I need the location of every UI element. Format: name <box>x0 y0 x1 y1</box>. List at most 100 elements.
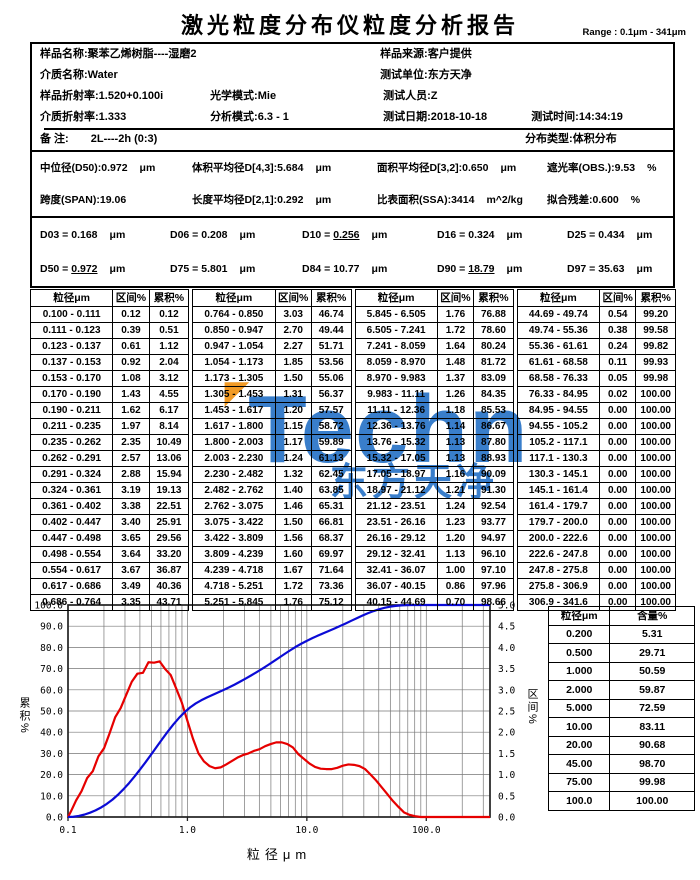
x-axis-title: 粒径μm <box>247 847 311 862</box>
distribution-chart: 0.0 0.0 10.0 0.5 20.0 1.0 30.0 1.5 40.0 2.0 50.0 2.… <box>34 601 515 863</box>
svg-text:10.0: 10.0 <box>40 791 63 802</box>
table-row: 1.800 - 2.003 1.17 59.89 <box>192 434 352 451</box>
table-row: 0.498 - 0.554 3.64 33.20 <box>29 546 190 563</box>
stat-item: 中位径(D50):0.972 μm <box>40 162 156 174</box>
table-header-row: 粒径μm 区间% 累积% <box>516 289 676 307</box>
table-row: 21.12 - 23.51 1.24 92.54 <box>354 498 514 515</box>
table-row: 1.453 - 1.617 1.20 57.57 <box>192 402 352 419</box>
table-row: 8.970 - 9.983 1.37 83.09 <box>354 370 514 387</box>
table-row: 0.324 - 0.361 3.19 19.13 <box>29 482 190 499</box>
table-row: 10.00 83.11 <box>547 717 695 737</box>
d-value-item: D16 = 0.324 μm <box>437 229 523 241</box>
table-row: 0.170 - 0.190 1.43 4.55 <box>29 386 190 403</box>
table-row: 0.361 - 0.402 3.38 22.51 <box>29 498 190 515</box>
table-row: 0.686 - 0.764 3.35 43.71 <box>29 594 190 611</box>
table-row: 0.111 - 0.123 0.39 0.51 <box>29 322 190 339</box>
analysis-mode: 分析模式:6.3 - 1 <box>210 111 289 123</box>
y-axis-ticks: 0.0 0.0 10.0 0.5 20.0 1.0 30.0 1.5 40.0 2.0 50.0 2.… <box>34 601 515 824</box>
stat-item: 体积平均径D[4,3]:5.684 μm <box>192 162 332 174</box>
statistics-section: 中位径(D50):0.972 μm 体积平均径D[4,3]:5.684 μm 面积平均径… <box>32 152 673 218</box>
d-value-item: D75 = 5.801 μm <box>170 263 256 275</box>
table-row: 0.153 - 0.170 1.08 3.12 <box>29 370 190 387</box>
table-row: 36.07 - 40.15 0.86 97.96 <box>354 578 514 595</box>
table-header-row: 粒径μm 含量% <box>547 606 695 626</box>
measurement-range-label: Range : 0.1μm - 341μm <box>582 27 687 38</box>
d-value-item: D25 = 0.434 μm <box>567 229 653 241</box>
test-date: 测试日期:2018-10-18 <box>383 111 488 123</box>
table-row: 0.764 - 0.850 3.03 46.74 <box>192 306 352 323</box>
svg-text:80.0: 80.0 <box>40 643 63 654</box>
table-row: 2.000 59.87 <box>547 680 695 700</box>
page-title: 激光粒度分布仪粒度分析报告 <box>180 13 519 38</box>
medium-refractive-index: 介质折射率:1.333 <box>40 111 127 123</box>
tester: 测试人员:Z <box>383 90 438 102</box>
table-row: 0.617 - 0.686 3.49 40.36 <box>29 578 190 595</box>
table-row: 26.16 - 29.12 1.20 94.97 <box>354 530 514 547</box>
table-row: 40.15 - 44.69 0.70 98.66 <box>354 594 514 611</box>
d-value-item: D97 = 35.63 μm <box>567 263 653 275</box>
svg-text:40.0: 40.0 <box>40 728 63 739</box>
table-row: 12.36 - 13.76 1.14 86.67 <box>354 418 514 435</box>
table-header-row: 粒径μm 区间% 累积% <box>29 289 190 307</box>
table-row: 0.500 29.71 <box>547 643 695 663</box>
table-row: 0.200 5.31 <box>547 624 695 644</box>
d-values-row: D03 = 0.168 μm D06 = 0.208 μm D10 = 0.256 μm D… <box>32 218 673 252</box>
table-row: 130.3 - 145.1 0.00 100.00 <box>516 466 676 483</box>
table-row: 179.7 - 200.0 0.00 100.00 <box>516 514 676 531</box>
d-value-item: D06 = 0.208 μm <box>170 229 256 241</box>
table-row: 23.51 - 26.16 1.23 93.77 <box>354 514 514 531</box>
d-value-item: D50 = 0.972 μm <box>40 263 126 275</box>
svg-text:0.5: 0.5 <box>498 791 515 802</box>
size-table-group: 粒径μm 区间% 累积% 5.845 - 6.505 1.76 76.88 6.505 - … <box>354 289 514 611</box>
table-row: 76.33 - 84.95 0.02 100.00 <box>516 386 676 403</box>
table-row: 11.11 - 12.36 1.18 85.53 <box>354 402 514 419</box>
svg-text:3.0: 3.0 <box>498 685 515 696</box>
optical-mode: 光学模式:Mie <box>210 90 277 102</box>
table-row: 105.2 - 117.1 0.00 100.00 <box>516 434 676 451</box>
table-row: 2.762 - 3.075 1.46 65.31 <box>192 498 352 515</box>
table-row: 15.32 - 17.05 1.13 88.93 <box>354 450 514 467</box>
table-row: 1.617 - 1.800 1.15 58.72 <box>192 418 352 435</box>
svg-text:4.5: 4.5 <box>498 622 515 633</box>
test-time: 测试时间:14:34:19 <box>531 111 623 123</box>
svg-text:1.5: 1.5 <box>498 749 515 760</box>
table-row: 0.554 - 0.617 3.67 36.87 <box>29 562 190 579</box>
distribution-type: 分布类型:体积分布 <box>525 133 617 145</box>
report-summary-box: 样品名称:聚苯乙烯树脂----湿磨2 样品来源:客户提供 介质名称:Water … <box>30 42 675 288</box>
table-header-row: 粒径μm 区间% 累积% <box>192 289 352 307</box>
d-value-item: D03 = 0.168 μm <box>40 229 126 241</box>
table-row: 0.291 - 0.324 2.88 15.94 <box>29 466 190 483</box>
svg-text:2.0: 2.0 <box>498 728 515 739</box>
stat-item: 遮光率(OBS.):9.53% <box>547 162 657 174</box>
svg-text:2.5: 2.5 <box>498 707 515 718</box>
info-row: 样品名称:聚苯乙烯树脂----湿磨2 样品来源:客户提供 <box>32 44 673 65</box>
table-row: 20.00 90.68 <box>547 735 695 755</box>
table-row: 44.69 - 49.74 0.54 99.20 <box>516 306 676 323</box>
svg-text:100.0: 100.0 <box>412 825 441 836</box>
stat-item: 比表面积(SSA):3414 m^2/kg <box>377 194 523 206</box>
table-row: 9.983 - 11.11 1.26 84.35 <box>354 386 514 403</box>
table-row: 4.718 - 5.251 1.72 73.36 <box>192 578 352 595</box>
table-row: 1.000 50.59 <box>547 661 695 681</box>
table-row: 2.003 - 2.230 1.24 61.13 <box>192 450 352 467</box>
table-row: 75.00 99.98 <box>547 772 695 792</box>
d-value-item: D84 = 10.77 μm <box>302 263 388 275</box>
table-row: 4.239 - 4.718 1.67 71.64 <box>192 562 352 579</box>
size-table-group: 粒径μm 区间% 累积% 0.100 - 0.111 0.12 0.12 0.111 - 0… <box>29 289 190 611</box>
sample-refractive-index: 样品折射率:1.520+0.100i <box>40 90 164 102</box>
table-row: 13.76 - 15.32 1.13 87.80 <box>354 434 514 451</box>
table-row: 5.251 - 5.845 1.76 75.12 <box>192 594 352 611</box>
svg-text:0.1: 0.1 <box>59 825 76 836</box>
interval-curve <box>67 660 490 819</box>
d-values-section: D03 = 0.168 μm D06 = 0.208 μm D10 = 0.256 μm D… <box>32 218 673 286</box>
table-row: 5.000 72.59 <box>547 698 695 718</box>
table-row: 0.190 - 0.211 1.62 6.17 <box>29 402 190 419</box>
left-y-axis-title: 累积% <box>18 697 30 735</box>
table-row: 3.809 - 4.239 1.60 69.97 <box>192 546 352 563</box>
d-value-item: D10 = 0.256 μm <box>302 229 388 241</box>
table-row: 0.211 - 0.235 1.97 8.14 <box>29 418 190 435</box>
table-header-row: 粒径μm 区间% 累积% <box>354 289 514 307</box>
sample-name: 样品名称:聚苯乙烯树脂----湿磨2 <box>40 48 197 60</box>
svg-text:1.0: 1.0 <box>179 825 196 836</box>
table-row: 49.74 - 55.36 0.38 99.58 <box>516 322 676 339</box>
